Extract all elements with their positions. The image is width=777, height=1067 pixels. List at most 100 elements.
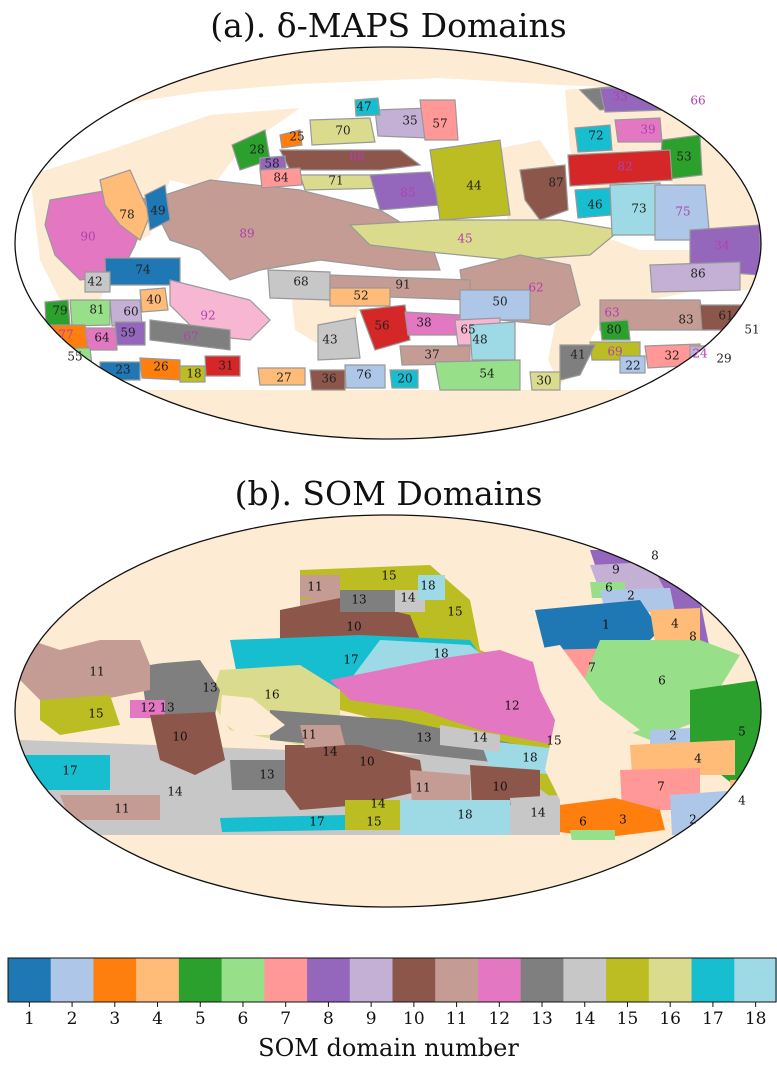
panel-b-domain-label-2-39: 2 (627, 589, 635, 603)
panel-b-domain-label-13-3: 13 (351, 593, 366, 607)
colorbar-swatch-9 (349, 958, 393, 1002)
panel-b-domain-label-11-29: 11 (114, 802, 129, 816)
colorbar-swatch-5 (178, 958, 223, 1002)
panel-a-domain-label-73-25: 73 (631, 202, 646, 216)
panel-a-domain-label-87-23: 87 (548, 176, 563, 190)
panel-a-domain-label-44-11: 44 (466, 179, 482, 193)
panel-b-domain-label-11-2: 11 (307, 580, 322, 594)
panel-b-domain-label-16-10: 16 (264, 688, 279, 702)
panel-a-domain-label-29-61: 29 (716, 352, 731, 366)
colorbar-tick-label-10: 10 (403, 1009, 425, 1029)
colorbar-swatch-14 (563, 958, 607, 1002)
panel-a-domain-label-75-26: 75 (675, 205, 690, 219)
panel-a-domain-label-65-46: 65 (460, 323, 475, 337)
panel-a-domain-label-48-54: 48 (472, 333, 487, 347)
colorbar-swatch-2 (50, 958, 94, 1002)
colorbar-tick-label-18: 18 (745, 1009, 767, 1029)
colorbar-tick-label-14: 14 (574, 1009, 596, 1029)
panel-a-domain-label-84-8: 84 (273, 171, 289, 185)
panel-b-domain-label-10-23: 10 (359, 755, 374, 769)
panel-b-domain-label-14-20: 14 (472, 731, 488, 745)
panel-a-domain-label-33-17: 33 (612, 90, 627, 104)
panel-a-domain-label-68-30: 68 (293, 275, 308, 289)
colorbar-swatch-4 (136, 958, 180, 1002)
panel-a-domain-label-66-18: 66 (690, 94, 705, 108)
panel-b-domain-label-11-17: 11 (301, 728, 316, 742)
colorbar-tick-label-12: 12 (488, 1009, 510, 1029)
panel-b-domain-label-14-4: 14 (400, 591, 416, 605)
panel-a-domain-label-26-64: 26 (153, 360, 168, 374)
colorbar-tick-label-1: 1 (24, 1009, 35, 1029)
panel-a-domain-label-86-33: 86 (690, 267, 705, 281)
panel-a-domain-label-79-43: 79 (52, 304, 67, 318)
panel-a-title: (a). δ-MAPS Domains (210, 6, 567, 45)
colorbar-swatch-3 (93, 958, 137, 1002)
colorbar-swatch-13 (520, 958, 564, 1002)
panel-a-domain-label-92-39: 92 (200, 309, 215, 323)
panel-a-domain-label-27-67: 27 (276, 371, 291, 385)
panel-b-domain-label-18-1: 18 (420, 579, 435, 593)
panel-a-domain-label-40-36: 40 (146, 293, 161, 307)
panel-b-domain-label-15-21: 15 (546, 734, 561, 748)
panel-b-domain-label-8-36: 8 (651, 549, 659, 563)
panel-a-domain-label-35-1: 35 (402, 114, 417, 128)
panel-a-domain-label-38-44: 38 (416, 316, 431, 330)
panel-a-domain-label-72-19: 72 (588, 129, 603, 143)
panel-b-domain-label-10-16: 10 (172, 730, 187, 744)
panel-b-domain-label-15-32: 15 (366, 815, 381, 829)
panel-b-domain-label-5-45: 5 (738, 725, 746, 739)
panel-b-domain-label-6-38: 6 (605, 581, 613, 595)
panel-a-domain-label-51-52: 51 (744, 323, 759, 337)
panel-b-domain-label-4-49: 4 (738, 794, 746, 808)
panel-b-domain-label-18-8: 18 (433, 647, 448, 661)
colorbar-tick-label-7: 7 (280, 1009, 291, 1029)
panel-a-domain-label-77-49: 77 (58, 328, 73, 342)
panel-a-domain-label-22-62: 22 (625, 359, 640, 373)
panel-a-domain-label-80-51: 80 (606, 323, 621, 337)
panel-b-domain-label-4-41: 4 (671, 617, 679, 631)
colorbar-tick-label-9: 9 (366, 1009, 377, 1029)
panel-a-domain-label-60-38: 60 (123, 305, 138, 319)
panel-a-domain-label-70-3: 70 (335, 124, 350, 138)
panel-a-domain-label-78-12: 78 (119, 208, 134, 222)
colorbar-tick-label-17: 17 (702, 1009, 724, 1029)
colorbar-swatch-10 (392, 958, 436, 1002)
colorbar-tick-label-16: 16 (659, 1009, 681, 1029)
panel-a-domain-label-63-40: 63 (604, 306, 619, 320)
panel-a-domain-label-61-42: 61 (718, 309, 733, 323)
panel-a-domain-label-30-72: 30 (536, 374, 551, 388)
panel-b-domain-label-18-33: 18 (457, 808, 472, 822)
panel-a-domain-label-90-16: 90 (80, 230, 95, 244)
panel-b-domain-label-13-15: 13 (159, 701, 174, 715)
colorbar-frame (7, 957, 777, 1003)
panel-b-domain-label-17-7: 17 (343, 653, 358, 667)
panel-a-domain-label-36-68: 36 (321, 372, 336, 386)
panel-b-domain-label-2-51: 2 (689, 813, 697, 827)
panel-a-domain-label-28-5: 28 (249, 143, 264, 157)
panel-a-domain-label-53-21: 53 (676, 150, 691, 164)
colorbar-swatch-18 (734, 958, 777, 1002)
panel-b-domain-label-15-13: 15 (88, 707, 103, 721)
panel-b-domain-label-7-43: 7 (588, 661, 596, 675)
panel-a-domain-label-23-63: 23 (115, 363, 130, 377)
panel-a-domain-label-18-65: 18 (186, 367, 201, 381)
panel-b-domain-label-2-46: 2 (669, 729, 677, 743)
colorbar-swatch-1 (8, 958, 52, 1002)
panel-a-domain-label-46-24: 46 (587, 198, 602, 212)
panel-a-domain-label-69-57: 69 (607, 345, 622, 359)
panel-a-domain-label-47-0: 47 (356, 100, 371, 114)
panel-a-domain-label-85-10: 85 (400, 186, 415, 200)
panel-a-domain-label-37-56: 37 (424, 348, 439, 362)
colorbar-tick-label-11: 11 (446, 1009, 468, 1029)
panel-b-domain-label-11-12: 11 (89, 665, 104, 679)
colorbar-swatch-12 (477, 958, 522, 1002)
colorbar-swatch-16 (648, 958, 693, 1002)
colorbar-tick-label-2: 2 (67, 1009, 78, 1029)
panel-a-domain-label-58-6: 58 (264, 157, 279, 171)
panel-a-domain-label-83-41: 83 (678, 313, 693, 327)
panel-a-domain-label-32-59: 32 (664, 349, 679, 363)
colorbar-tick-label-5: 5 (195, 1009, 206, 1029)
panel-b-domain-label-13-19: 13 (416, 731, 431, 745)
